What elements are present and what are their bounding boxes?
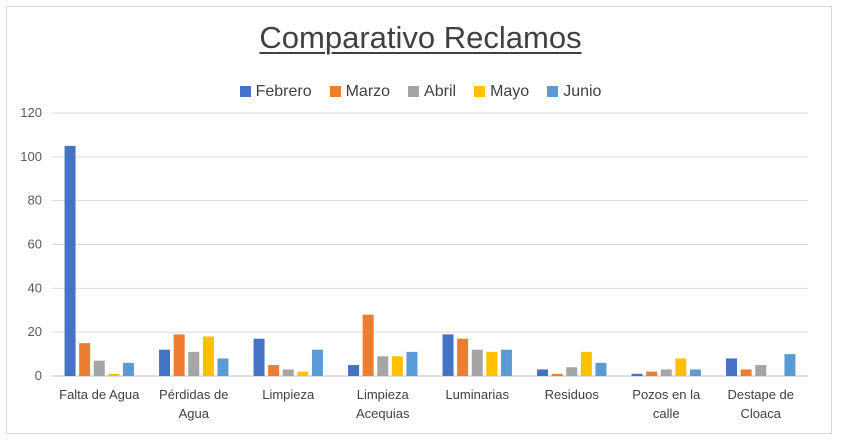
bar-junio <box>784 354 796 376</box>
y-tick-label: 120 <box>20 105 42 120</box>
x-tick-label: Limpieza <box>262 387 315 402</box>
bar-abril <box>471 349 483 376</box>
x-tick-label: Luminarias <box>445 387 509 402</box>
bar-marzo <box>740 369 752 376</box>
y-tick-label: 80 <box>28 193 42 208</box>
bar-febrero <box>442 334 454 376</box>
legend-label: Abril <box>424 83 457 100</box>
x-tick-label: Acequias <box>356 406 410 421</box>
bar-junio <box>122 362 134 376</box>
bar-junio <box>500 349 512 376</box>
bar-abril <box>377 356 389 376</box>
legend-item: Marzo <box>329 83 391 101</box>
legend-label: Febrero <box>255 83 312 100</box>
bar-febrero <box>64 145 76 377</box>
bar-marzo <box>173 334 185 376</box>
y-tick-label: 100 <box>20 149 42 164</box>
bar-marzo <box>362 314 374 376</box>
y-tick-label: 20 <box>28 324 42 339</box>
x-tick-label: Residuos <box>545 387 600 402</box>
legend-swatch <box>547 86 559 97</box>
legend-swatch <box>408 86 420 97</box>
x-tick-label: Pérdidas de <box>159 387 228 402</box>
bar-marzo <box>551 373 563 376</box>
x-tick-label: Pozos en la <box>632 387 701 402</box>
bar-febrero <box>253 338 265 376</box>
legend-swatch <box>474 86 486 97</box>
bar-marzo <box>268 365 280 376</box>
x-tick-label: Agua <box>179 406 210 421</box>
bar-marzo <box>457 338 469 376</box>
bar-abril <box>660 369 672 376</box>
x-tick-label: calle <box>653 406 680 421</box>
bar-mayo <box>391 356 403 376</box>
bar-abril <box>93 360 105 376</box>
y-tick-label: 60 <box>28 237 42 252</box>
bar-mayo <box>675 358 687 376</box>
bar-mayo <box>486 351 498 376</box>
bar-mayo <box>580 351 592 376</box>
chart-frame <box>6 6 832 434</box>
legend-swatch <box>329 86 341 97</box>
legend-swatch <box>239 86 251 97</box>
bar-febrero <box>348 365 360 376</box>
chart-legend: Febrero Marzo Abril Mayo Junio <box>0 83 841 101</box>
x-tick-label: Cloaca <box>741 406 782 421</box>
bar-junio <box>311 349 323 376</box>
legend-label: Mayo <box>490 83 530 100</box>
bar-abril <box>755 365 767 376</box>
bar-febrero <box>159 349 171 376</box>
bar-mayo <box>297 371 309 376</box>
legend-item: Mayo <box>474 83 529 101</box>
legend-label: Marzo <box>345 83 391 100</box>
y-tick-label: 0 <box>35 368 42 383</box>
bar-junio <box>406 351 418 376</box>
x-tick-label: Falta de Agua <box>59 387 140 402</box>
bar-marzo <box>79 343 91 377</box>
bar-febrero <box>631 373 643 376</box>
y-tick-label: 40 <box>28 280 42 295</box>
legend-item: Abril <box>408 83 456 101</box>
bar-febrero <box>726 358 738 376</box>
x-tick-label: Limpieza <box>357 387 410 402</box>
legend-item: Febrero <box>239 83 312 101</box>
bar-abril <box>566 367 578 376</box>
bar-mayo <box>202 336 214 376</box>
bar-abril <box>282 369 294 376</box>
bar-abril <box>188 351 200 376</box>
bar-junio <box>595 362 607 376</box>
bar-marzo <box>646 371 658 376</box>
chart-title: Comparativo Reclamos <box>259 20 582 55</box>
bar-mayo <box>108 373 120 376</box>
legend-item: Junio <box>547 83 601 101</box>
bar-junio <box>689 369 701 376</box>
bar-junio <box>217 358 229 376</box>
legend-label: Junio <box>563 83 602 100</box>
x-tick-label: Destape de <box>728 387 795 402</box>
bar-febrero <box>537 369 549 376</box>
